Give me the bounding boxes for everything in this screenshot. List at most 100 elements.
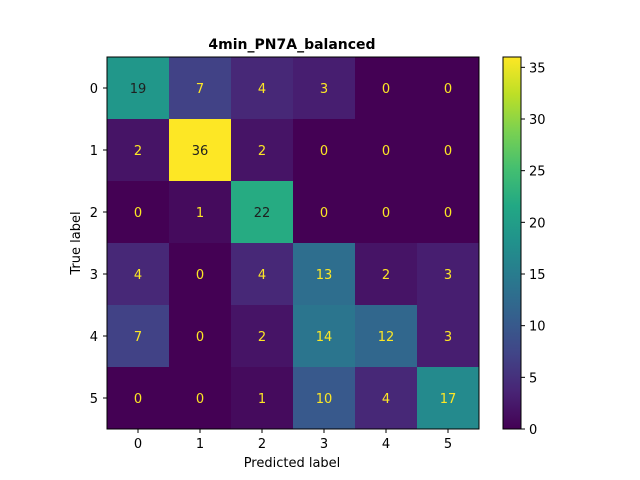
cell-value-label: 36	[192, 144, 209, 159]
colorbar-tick-label: 35	[529, 61, 546, 76]
heatmap-cells: 19 7 4 3 0 0 2 36 2 0 0 0 0 1 22 0 0 0 4 0 4 13 2 3 7 0 2 14 12 3 0 0 1 1…	[107, 57, 480, 430]
heatmap-cell	[169, 57, 232, 120]
heatmap-cell	[169, 305, 232, 368]
cell-value-label: 12	[378, 330, 395, 345]
heatmap-cell	[107, 181, 170, 244]
y-tick-label: 3	[90, 268, 98, 283]
colorbar-tick-label: 25	[529, 165, 546, 180]
x-tick-label: 5	[444, 437, 452, 452]
heatmap-cell	[417, 57, 480, 120]
cell-value-label: 0	[134, 392, 142, 407]
heatmap-cell	[231, 305, 294, 368]
heatmap-cell	[293, 119, 356, 182]
cell-value-label: 4	[258, 82, 266, 97]
colorbar-tick-label: 30	[529, 113, 546, 128]
cell-value-label: 0	[196, 392, 204, 407]
colorbar-tick-label: 0	[529, 423, 537, 438]
heatmap-cell	[355, 119, 418, 182]
heatmap-cell	[231, 119, 294, 182]
heatmap-cell	[355, 243, 418, 306]
cell-value-label: 22	[254, 206, 271, 221]
y-tick-label: 0	[90, 82, 98, 97]
y-tick-label: 2	[90, 206, 98, 221]
heatmap-cell	[293, 367, 356, 430]
heatmap-cell	[293, 57, 356, 120]
cell-value-label: 4	[258, 268, 266, 283]
x-tick-label: 0	[134, 437, 142, 452]
cell-value-label: 0	[382, 206, 390, 221]
cell-value-label: 2	[382, 268, 390, 283]
cell-value-label: 0	[134, 206, 142, 221]
heatmap-cell	[417, 305, 480, 368]
y-axis: 0 1 2 3 4 5	[90, 82, 107, 407]
colorbar-axis: 0 5 10 15 20 25 30 35	[521, 61, 546, 438]
heatmap-cell	[231, 367, 294, 430]
colorbar-tick-label: 15	[529, 268, 546, 283]
cell-value-label: 0	[320, 206, 328, 221]
x-tick-label: 1	[196, 437, 204, 452]
chart-title: 4min_PN7A_balanced	[208, 37, 375, 53]
cell-value-label: 19	[130, 82, 147, 97]
cell-value-label: 0	[196, 330, 204, 345]
cell-value-label: 0	[382, 82, 390, 97]
heatmap-cell	[355, 181, 418, 244]
cell-value-label: 4	[134, 268, 142, 283]
heatmap-cell	[231, 243, 294, 306]
cell-value-label: 7	[196, 82, 204, 97]
heatmap-cell	[355, 57, 418, 120]
heatmap-cell	[293, 181, 356, 244]
cell-value-label: 0	[444, 144, 452, 159]
heatmap-cell	[169, 181, 232, 244]
heatmap-cell	[107, 57, 170, 120]
colorbar	[502, 56, 522, 430]
x-axis: 0 1 2 3 4 5	[134, 429, 452, 452]
cell-value-label: 1	[196, 206, 204, 221]
cell-value-label: 0	[196, 268, 204, 283]
heatmap-cell	[293, 305, 356, 368]
heatmap-cell	[107, 243, 170, 306]
cell-value-label: 1	[258, 392, 266, 407]
cell-value-label: 0	[444, 82, 452, 97]
y-tick-label: 1	[90, 144, 98, 159]
cell-value-label: 17	[440, 392, 457, 407]
heatmap-cell	[417, 243, 480, 306]
heatmap-cell	[231, 57, 294, 120]
heatmap-cell	[355, 305, 418, 368]
cell-value-label: 3	[320, 82, 328, 97]
colorbar-tick-label: 5	[529, 371, 537, 386]
heatmap-cell	[355, 367, 418, 430]
colorbar-tick-label: 10	[529, 320, 546, 335]
heatmap-cell	[107, 305, 170, 368]
heatmap-cell	[169, 243, 232, 306]
x-tick-label: 3	[320, 437, 328, 452]
colorbar-tick-label: 20	[529, 216, 546, 231]
cell-value-label: 2	[258, 330, 266, 345]
x-axis-label: Predicted label	[244, 456, 341, 471]
cell-value-label: 2	[134, 144, 142, 159]
plot-frame	[106, 56, 480, 430]
cell-value-label: 4	[382, 392, 390, 407]
cell-value-label: 2	[258, 144, 266, 159]
heatmap-cell	[417, 181, 480, 244]
cell-value-label: 13	[316, 268, 333, 283]
heatmap-cell	[169, 367, 232, 430]
cell-value-label: 3	[444, 268, 452, 283]
y-axis-label: True label	[69, 211, 84, 275]
cell-value-label: 3	[444, 330, 452, 345]
y-tick-label: 4	[90, 330, 98, 345]
heatmap-cell	[231, 181, 294, 244]
cell-value-label: 0	[320, 144, 328, 159]
heatmap-cell	[417, 367, 480, 430]
heatmap-cell	[293, 243, 356, 306]
x-tick-label: 2	[258, 437, 266, 452]
cell-value-label: 0	[444, 206, 452, 221]
cell-value-label: 10	[316, 392, 333, 407]
cell-value-label: 14	[316, 330, 333, 345]
x-tick-label: 4	[382, 437, 390, 452]
heatmap-cell	[169, 119, 232, 182]
heatmap-cell	[107, 119, 170, 182]
heatmap-cell	[107, 367, 170, 430]
y-tick-label: 5	[90, 392, 98, 407]
cell-value-label: 0	[382, 144, 390, 159]
